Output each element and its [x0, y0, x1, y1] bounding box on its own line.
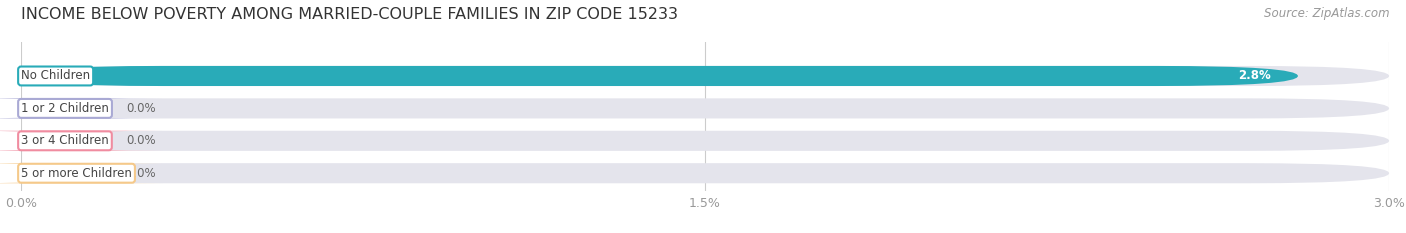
FancyBboxPatch shape — [0, 98, 163, 118]
Text: 5 or more Children: 5 or more Children — [21, 167, 132, 180]
Text: 0.0%: 0.0% — [127, 134, 156, 147]
FancyBboxPatch shape — [0, 131, 163, 151]
Text: 3 or 4 Children: 3 or 4 Children — [21, 134, 108, 147]
Text: 2.8%: 2.8% — [1237, 69, 1271, 82]
Text: 0.0%: 0.0% — [127, 167, 156, 180]
Text: 0.0%: 0.0% — [127, 102, 156, 115]
FancyBboxPatch shape — [21, 131, 1389, 151]
FancyBboxPatch shape — [0, 163, 163, 183]
Text: Source: ZipAtlas.com: Source: ZipAtlas.com — [1264, 7, 1389, 20]
Text: No Children: No Children — [21, 69, 90, 82]
FancyBboxPatch shape — [21, 98, 1389, 118]
FancyBboxPatch shape — [21, 66, 1389, 86]
FancyBboxPatch shape — [21, 66, 1298, 86]
Text: INCOME BELOW POVERTY AMONG MARRIED-COUPLE FAMILIES IN ZIP CODE 15233: INCOME BELOW POVERTY AMONG MARRIED-COUPL… — [21, 7, 678, 22]
Text: 1 or 2 Children: 1 or 2 Children — [21, 102, 110, 115]
FancyBboxPatch shape — [21, 163, 1389, 183]
